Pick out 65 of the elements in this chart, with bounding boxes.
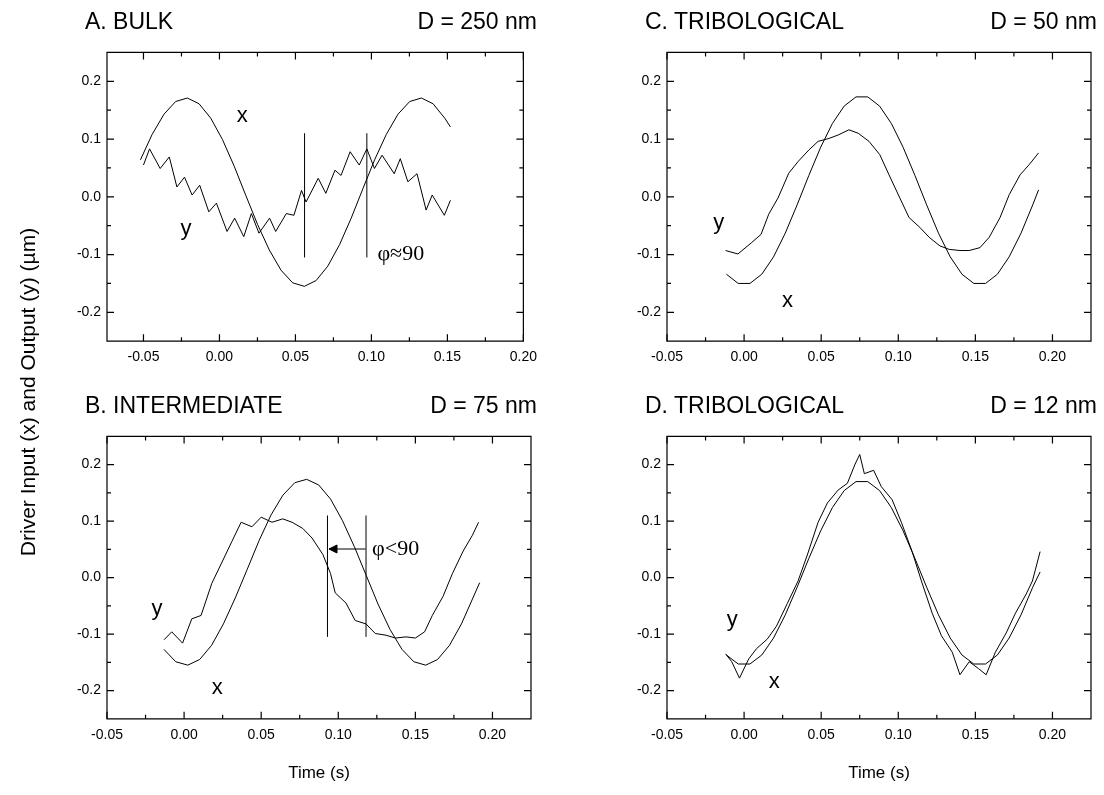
x-tick-label: 0.00 — [730, 726, 758, 743]
y-tick-label: 0.1 — [81, 129, 102, 146]
series-label: y — [713, 208, 725, 234]
y-tick-label: -0.2 — [636, 303, 662, 320]
series-label: y — [151, 594, 163, 620]
chart-title: D. TRIBOLOGICAL — [645, 391, 844, 420]
x-tick-label: 0.15 — [961, 726, 990, 743]
x-tick-label: 0.05 — [247, 726, 276, 743]
x-tick-label: -0.05 — [651, 348, 684, 365]
chart-subtitle: D = 12 nm — [990, 391, 1097, 420]
y-tick-label: 0.2 — [81, 72, 102, 89]
y-axis-title: Driver Input (x) and Output (y) (µm) — [16, 227, 40, 557]
y-tick-label: 0.0 — [81, 568, 102, 585]
x-tick-label: 0.10 — [884, 348, 913, 365]
y-tick-label: 0.1 — [641, 129, 662, 146]
y-tick-label: -0.1 — [636, 245, 662, 262]
x-tick-label: 0.10 — [357, 348, 386, 365]
x-tick-label: 0.20 — [1038, 726, 1067, 743]
x-tick-label: -0.05 — [127, 348, 160, 365]
y-tick-label: 0.0 — [641, 568, 662, 585]
annotation: φ≈90 — [377, 240, 425, 266]
y-tick-label: -0.1 — [76, 624, 102, 641]
chart-title: C. TRIBOLOGICAL — [645, 7, 844, 36]
x-tick-label: 0.00 — [205, 348, 234, 365]
annotation: φ<90 — [372, 535, 420, 561]
y-tick-label: 0.1 — [641, 511, 662, 528]
x-tick-label: 0.15 — [401, 726, 430, 743]
y-tick-label: 0.0 — [81, 187, 102, 204]
y-tick-label: -0.1 — [76, 245, 102, 262]
x-tick-label: 0.05 — [807, 726, 836, 743]
x-tick-label: 0.05 — [807, 348, 836, 365]
x-tick-label: 0.05 — [281, 348, 310, 365]
series-label: y — [726, 606, 738, 632]
chart-subtitle: D = 250 nm — [417, 7, 537, 36]
series-label: x — [236, 102, 248, 127]
x-axis-title: Time (s) — [288, 763, 350, 783]
x-tick-label: 0.15 — [961, 348, 990, 365]
series-label: x — [781, 286, 793, 312]
x-tick-label: 0.20 — [1038, 348, 1067, 365]
y-tick-label: 0.0 — [641, 187, 662, 204]
y-tick-label: 0.2 — [81, 455, 102, 472]
x-tick-label: 0.15 — [433, 348, 462, 365]
x-tick-label: 0.00 — [730, 348, 758, 365]
y-tick-label: -0.2 — [636, 681, 662, 698]
x-tick-label: 0.10 — [884, 726, 913, 743]
x-tick-label: 0.10 — [324, 726, 353, 743]
series-label: y — [180, 214, 192, 240]
y-tick-label: -0.1 — [636, 624, 662, 641]
chart-subtitle: D = 50 nm — [990, 7, 1097, 36]
x-tick-label: 0.00 — [170, 726, 198, 743]
y-tick-label: 0.1 — [81, 511, 102, 528]
chart-title: B. INTERMEDIATE — [85, 391, 283, 420]
series-label: x — [768, 668, 780, 694]
y-tick-label: 0.2 — [641, 455, 662, 472]
y-tick-label: -0.2 — [76, 303, 102, 320]
chart-title: A. BULK — [85, 7, 174, 36]
x-tick-label: 0.20 — [478, 726, 507, 743]
x-tick-label: 0.20 — [509, 348, 538, 365]
x-tick-label: -0.05 — [91, 726, 124, 743]
y-tick-label: 0.2 — [641, 72, 662, 89]
chart-subtitle: D = 75 nm — [430, 391, 537, 420]
x-tick-label: -0.05 — [651, 726, 684, 743]
series-label: x — [211, 673, 223, 699]
y-tick-label: -0.2 — [76, 681, 102, 698]
x-axis-title: Time (s) — [848, 763, 910, 783]
